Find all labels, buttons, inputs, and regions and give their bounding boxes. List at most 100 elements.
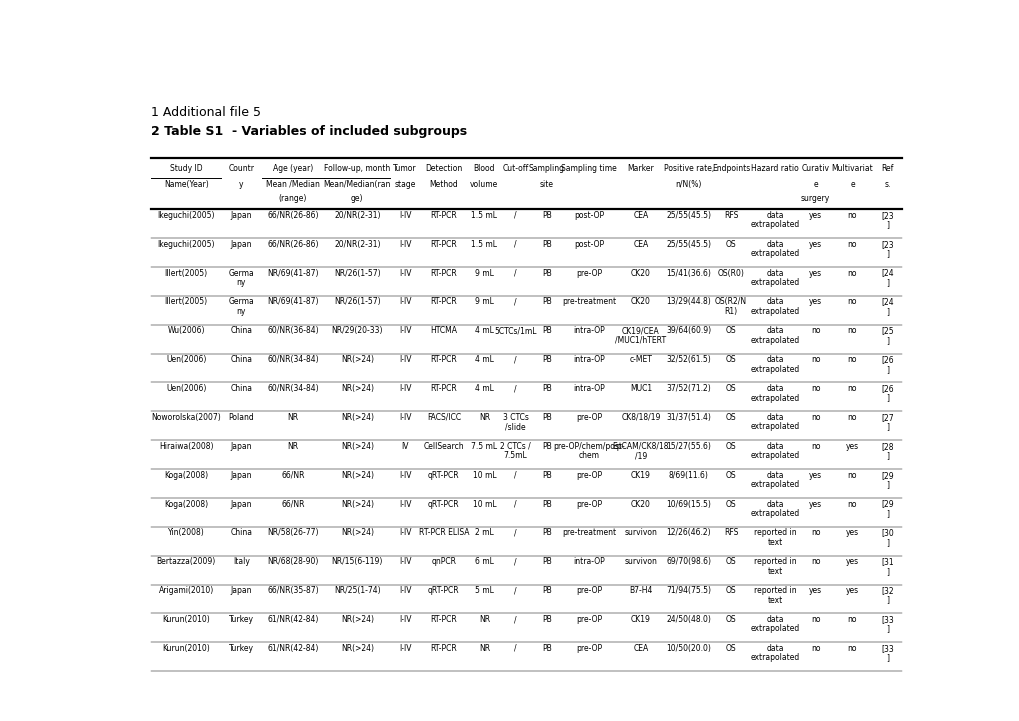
Text: OS(R2/N: OS(R2/N xyxy=(714,298,746,306)
Text: yes: yes xyxy=(845,557,858,566)
Text: data: data xyxy=(765,413,784,422)
Text: /: / xyxy=(514,500,517,508)
Text: no: no xyxy=(847,327,856,335)
Text: Arigami(2010): Arigami(2010) xyxy=(158,586,214,595)
Text: no: no xyxy=(810,644,819,653)
Text: 9 mL: 9 mL xyxy=(475,298,493,306)
Text: no: no xyxy=(810,528,819,537)
Text: Multivariat: Multivariat xyxy=(830,164,872,173)
Text: Name(Year): Name(Year) xyxy=(164,180,208,189)
Text: CK19: CK19 xyxy=(631,615,650,624)
Text: y: y xyxy=(238,180,244,189)
Text: CEA: CEA xyxy=(633,644,648,653)
Text: 20/NR(2-31): 20/NR(2-31) xyxy=(334,240,380,249)
Text: extrapolated: extrapolated xyxy=(750,278,799,287)
Text: no: no xyxy=(847,211,856,220)
Text: 13/29(44.8): 13/29(44.8) xyxy=(665,298,710,306)
Text: surgery: surgery xyxy=(800,194,829,203)
Text: RT-PCR: RT-PCR xyxy=(430,615,457,624)
Text: 12/26(46.2): 12/26(46.2) xyxy=(665,528,710,537)
Text: PB: PB xyxy=(541,644,551,653)
Text: OS(R0): OS(R0) xyxy=(717,269,744,278)
Text: CK8/18/19: CK8/18/19 xyxy=(621,413,660,422)
Text: PB: PB xyxy=(541,298,551,306)
Text: ge): ge) xyxy=(351,194,363,203)
Text: no: no xyxy=(810,557,819,566)
Text: Cut-off: Cut-off xyxy=(502,164,528,173)
Text: 66/NR(26-86): 66/NR(26-86) xyxy=(267,211,318,220)
Text: pre-treatment: pre-treatment xyxy=(561,298,615,306)
Text: PB: PB xyxy=(541,240,551,249)
Text: pre-OP/chem/post-: pre-OP/chem/post- xyxy=(553,442,625,451)
Text: NR: NR xyxy=(287,442,299,451)
Text: Tumor: Tumor xyxy=(393,164,417,173)
Text: text: text xyxy=(767,567,782,576)
Text: NR(>24): NR(>24) xyxy=(340,528,374,537)
Text: [32: [32 xyxy=(880,586,893,595)
Text: I-IV: I-IV xyxy=(398,384,411,393)
Text: I-IV: I-IV xyxy=(398,355,411,364)
Text: Noworolska(2007): Noworolska(2007) xyxy=(151,413,221,422)
Text: NR: NR xyxy=(478,644,489,653)
Text: /: / xyxy=(514,557,517,566)
Text: 8/69(11.6): 8/69(11.6) xyxy=(668,471,708,479)
Text: post-OP: post-OP xyxy=(574,211,603,220)
Text: Hiraiwa(2008): Hiraiwa(2008) xyxy=(159,442,213,451)
Text: NR/69(41-87): NR/69(41-87) xyxy=(267,298,318,306)
Text: reported in: reported in xyxy=(753,528,796,537)
Text: 61/NR(42-84): 61/NR(42-84) xyxy=(267,644,318,653)
Text: 61/NR(42-84): 61/NR(42-84) xyxy=(267,615,318,624)
Text: no: no xyxy=(810,413,819,422)
Text: Ikeguchi(2005): Ikeguchi(2005) xyxy=(157,211,215,220)
Text: [30: [30 xyxy=(880,528,893,537)
Text: 66/NR(26-86): 66/NR(26-86) xyxy=(267,240,318,249)
Text: e: e xyxy=(812,180,817,189)
Text: yes: yes xyxy=(808,298,821,306)
Text: I-IV: I-IV xyxy=(398,413,411,422)
Text: Japan: Japan xyxy=(230,586,252,595)
Text: NR/68(28-90): NR/68(28-90) xyxy=(267,557,318,566)
Text: OS: OS xyxy=(725,240,736,249)
Text: yes: yes xyxy=(808,240,821,249)
Text: OS: OS xyxy=(725,471,736,479)
Text: OS: OS xyxy=(725,355,736,364)
Text: intra-OP: intra-OP xyxy=(573,384,604,393)
Text: data: data xyxy=(765,355,784,364)
Text: ny: ny xyxy=(236,307,246,316)
Text: ]: ] xyxy=(886,509,889,518)
Text: Koga(2008): Koga(2008) xyxy=(164,471,208,479)
Text: data: data xyxy=(765,615,784,624)
Text: PB: PB xyxy=(541,557,551,566)
Text: B7-H4: B7-H4 xyxy=(629,586,652,595)
Text: OS: OS xyxy=(725,442,736,451)
Text: /: / xyxy=(514,471,517,479)
Text: PB: PB xyxy=(541,471,551,479)
Text: 4 mL: 4 mL xyxy=(475,327,493,335)
Text: no: no xyxy=(847,269,856,278)
Text: NR: NR xyxy=(287,413,299,422)
Text: 1 Additional file 5: 1 Additional file 5 xyxy=(151,106,261,119)
Text: reported in: reported in xyxy=(753,557,796,566)
Text: NR: NR xyxy=(478,413,489,422)
Text: yes: yes xyxy=(808,500,821,508)
Text: (range): (range) xyxy=(278,194,307,203)
Text: ]: ] xyxy=(886,336,889,345)
Text: ]: ] xyxy=(886,451,889,460)
Text: 20/NR(2-31): 20/NR(2-31) xyxy=(334,211,380,220)
Text: I-IV: I-IV xyxy=(398,528,411,537)
Text: /slide: /slide xyxy=(504,423,526,431)
Text: [27: [27 xyxy=(880,413,893,422)
Text: ]: ] xyxy=(886,365,889,373)
Text: NR/25(1-74): NR/25(1-74) xyxy=(334,586,380,595)
Text: e: e xyxy=(850,180,854,189)
Text: data: data xyxy=(765,327,784,335)
Text: 66/NR: 66/NR xyxy=(281,500,305,508)
Text: NR/26(1-57): NR/26(1-57) xyxy=(334,269,380,278)
Text: extrapolated: extrapolated xyxy=(750,624,799,634)
Text: OS: OS xyxy=(725,384,736,393)
Text: 39/64(60.9): 39/64(60.9) xyxy=(665,327,710,335)
Text: stage: stage xyxy=(394,180,416,189)
Text: China: China xyxy=(230,355,252,364)
Text: /: / xyxy=(514,298,517,306)
Text: 5 mL: 5 mL xyxy=(475,586,493,595)
